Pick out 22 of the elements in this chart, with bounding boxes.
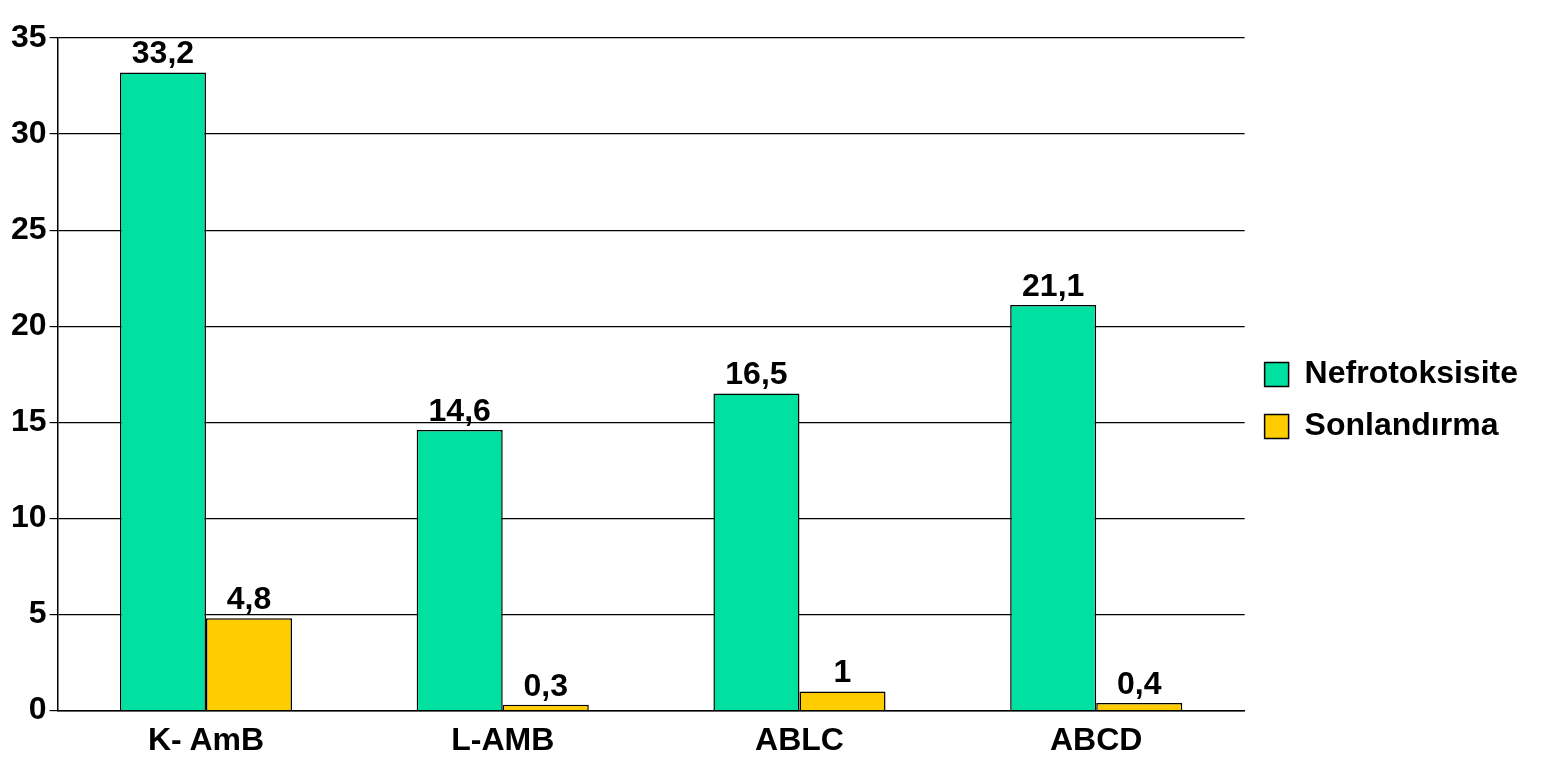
x-tick-label: K- AmB: [147, 720, 265, 757]
y-tick-label: 0: [28, 690, 47, 727]
y-tick-label: 20: [11, 306, 47, 343]
y-tick-label: 5: [28, 594, 47, 631]
y-tick-label: 25: [11, 210, 47, 246]
data-label: 0,4: [1117, 664, 1162, 701]
data-label: 14,6: [428, 391, 491, 428]
y-tick-label: 35: [11, 17, 47, 54]
data-label: 16,5: [725, 355, 788, 392]
y-tick-label: 15: [11, 402, 47, 439]
data-label: 21,1: [1022, 266, 1085, 303]
y-tick-label: 30: [11, 113, 47, 150]
data-label: 4,8: [226, 580, 272, 617]
x-tick-label: ABLC: [755, 720, 844, 757]
legend-label: Nefrotoksisite: [1304, 354, 1518, 391]
data-label: 33,2: [131, 34, 195, 71]
y-tick-label: 10: [11, 498, 47, 535]
x-tick-label: ABCD: [1050, 720, 1143, 757]
data-label: 0,3: [523, 666, 568, 703]
data-label: 1: [833, 653, 852, 690]
x-tick-label: L-AMB: [451, 720, 555, 757]
legend-label: Sonlandırma: [1304, 406, 1499, 443]
